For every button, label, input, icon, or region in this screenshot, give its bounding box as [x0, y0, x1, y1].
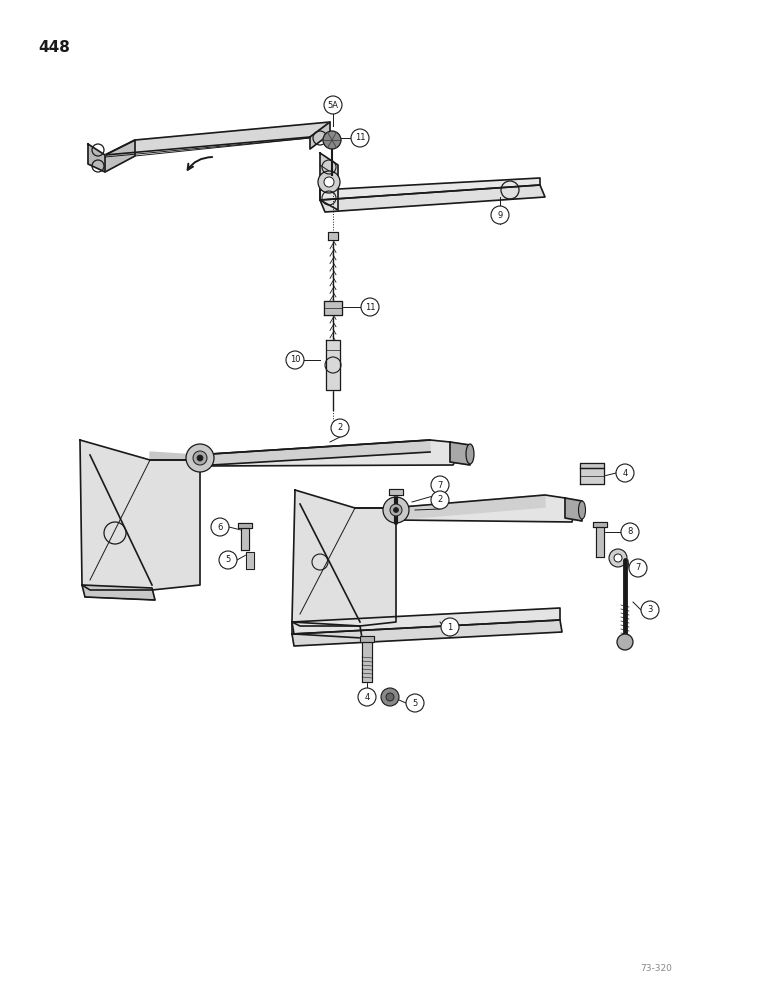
Polygon shape [320, 185, 545, 212]
Text: 4: 4 [622, 468, 628, 478]
Text: 10: 10 [290, 356, 300, 364]
Ellipse shape [578, 501, 585, 519]
Polygon shape [320, 178, 540, 200]
Circle shape [394, 508, 398, 512]
Polygon shape [326, 340, 340, 390]
Polygon shape [565, 498, 582, 521]
Text: 2: 2 [438, 495, 442, 504]
Text: 11: 11 [364, 302, 375, 312]
Circle shape [641, 601, 659, 619]
Polygon shape [596, 527, 604, 557]
Text: 2: 2 [337, 424, 343, 432]
Circle shape [406, 694, 424, 712]
Polygon shape [195, 440, 460, 466]
Polygon shape [320, 153, 338, 210]
Circle shape [621, 523, 639, 541]
Polygon shape [195, 440, 430, 466]
Polygon shape [310, 122, 330, 149]
Text: 7: 7 [437, 481, 442, 489]
Circle shape [617, 634, 633, 650]
Circle shape [211, 518, 229, 536]
Polygon shape [238, 523, 252, 528]
Polygon shape [580, 468, 604, 484]
Text: 6: 6 [217, 522, 222, 532]
Circle shape [616, 464, 634, 482]
Circle shape [431, 491, 449, 509]
Circle shape [361, 298, 379, 316]
Text: 5: 5 [225, 556, 231, 564]
Polygon shape [292, 490, 396, 626]
Circle shape [186, 444, 214, 472]
Text: 11: 11 [355, 133, 365, 142]
Circle shape [331, 419, 349, 437]
Circle shape [318, 171, 340, 193]
Text: 73-320: 73-320 [640, 964, 672, 973]
Polygon shape [324, 301, 342, 315]
Circle shape [358, 688, 376, 706]
Polygon shape [328, 232, 338, 240]
Polygon shape [389, 489, 403, 495]
Polygon shape [593, 522, 607, 527]
Polygon shape [82, 585, 155, 600]
Circle shape [431, 476, 449, 494]
Polygon shape [292, 622, 362, 638]
Text: 3: 3 [647, 605, 652, 614]
Polygon shape [362, 642, 372, 682]
Polygon shape [150, 452, 195, 460]
Circle shape [614, 554, 622, 562]
Text: 5A: 5A [327, 101, 338, 109]
Circle shape [197, 455, 203, 461]
Text: 4: 4 [364, 692, 370, 702]
Polygon shape [390, 495, 575, 522]
Circle shape [219, 551, 237, 569]
Polygon shape [105, 122, 330, 155]
Polygon shape [241, 528, 249, 550]
Circle shape [491, 206, 509, 224]
Ellipse shape [466, 444, 474, 464]
Polygon shape [450, 442, 470, 465]
Polygon shape [360, 636, 374, 642]
Circle shape [390, 504, 402, 516]
Circle shape [609, 549, 627, 567]
Text: 448: 448 [38, 40, 70, 55]
Text: 8: 8 [628, 528, 633, 536]
Polygon shape [105, 140, 135, 172]
Circle shape [351, 129, 369, 147]
Circle shape [381, 688, 399, 706]
Circle shape [193, 451, 207, 465]
Circle shape [383, 497, 409, 523]
Polygon shape [88, 144, 105, 172]
Circle shape [324, 177, 334, 187]
Polygon shape [80, 440, 200, 590]
Polygon shape [292, 608, 560, 634]
Text: 1: 1 [448, 622, 452, 632]
Circle shape [323, 131, 341, 149]
Circle shape [286, 351, 304, 369]
Text: 9: 9 [497, 211, 503, 220]
Text: 7: 7 [635, 564, 641, 572]
Polygon shape [246, 552, 254, 569]
Polygon shape [390, 495, 545, 520]
Circle shape [441, 618, 459, 636]
Polygon shape [292, 620, 562, 646]
Circle shape [324, 96, 342, 114]
Text: 5: 5 [412, 698, 418, 708]
Circle shape [629, 559, 647, 577]
Polygon shape [580, 463, 604, 468]
Circle shape [386, 693, 394, 701]
